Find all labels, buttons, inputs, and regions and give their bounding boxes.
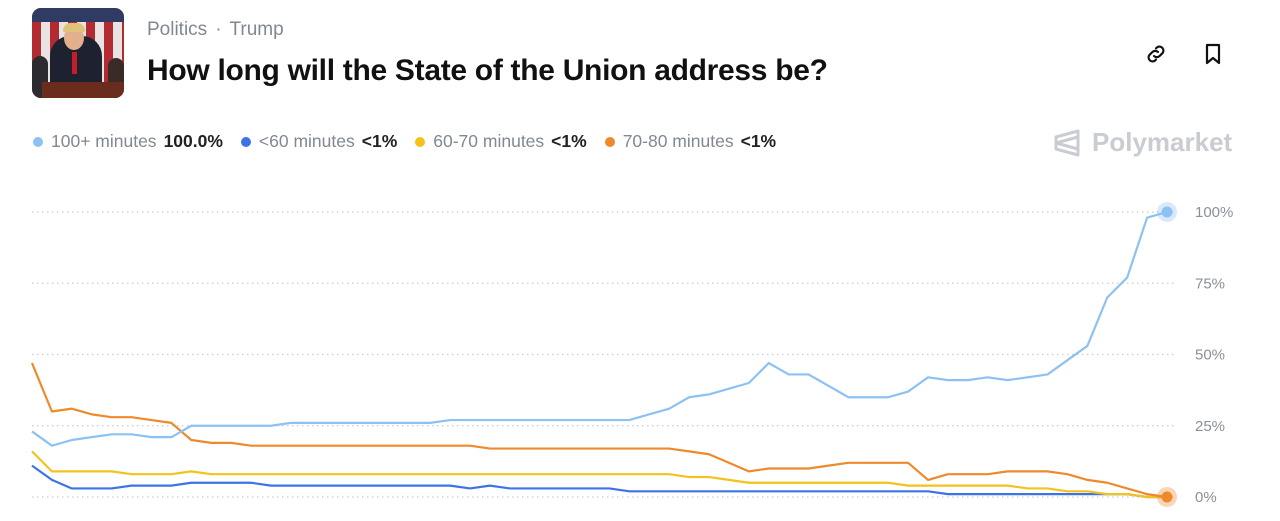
series-line-2 (31, 450, 1167, 499)
legend-item[interactable]: 60-70 minutes <1% (415, 131, 587, 152)
y-tick-label: 25% (1195, 418, 1225, 435)
page-title: How long will the State of the Union add… (147, 54, 828, 87)
legend-dot-icon (240, 136, 251, 147)
copy-link-button[interactable] (1142, 40, 1170, 68)
legend-item[interactable]: 70-80 minutes <1% (604, 131, 776, 152)
series-line-1 (31, 464, 1167, 499)
endpoint-marker (1161, 206, 1173, 218)
legend-item[interactable]: <60 minutes <1% (240, 131, 397, 152)
polymarket-logo-icon (1054, 129, 1080, 156)
series-line-3 (30, 362, 1168, 499)
y-tick-label: 100% (1195, 204, 1233, 221)
legend-dot-icon (604, 136, 615, 147)
link-icon (1147, 45, 1165, 63)
series-line-0 (31, 210, 1168, 447)
bookmark-icon (1205, 43, 1221, 65)
y-tick-label: 0% (1195, 489, 1217, 506)
polymarket-logo: Polymarket (1052, 127, 1232, 158)
breadcrumb-category[interactable]: Politics (147, 19, 208, 40)
chart-legend: 100+ minutes 100.0% <60 minutes <1% 60-70 … (33, 131, 776, 152)
y-tick-label: 75% (1195, 275, 1225, 292)
breadcrumb-tag[interactable]: Trump (229, 19, 284, 40)
market-thumbnail (32, 8, 124, 98)
legend-dot-icon (415, 136, 426, 147)
legend-dot-icon (33, 136, 43, 147)
bookmark-button[interactable] (1199, 40, 1227, 68)
breadcrumb: Politics · Trump (147, 19, 284, 40)
endpoint-marker (1161, 491, 1173, 503)
legend-item[interactable]: 100+ minutes 100.0% (33, 131, 223, 152)
y-tick-label: 50% (1195, 347, 1225, 364)
